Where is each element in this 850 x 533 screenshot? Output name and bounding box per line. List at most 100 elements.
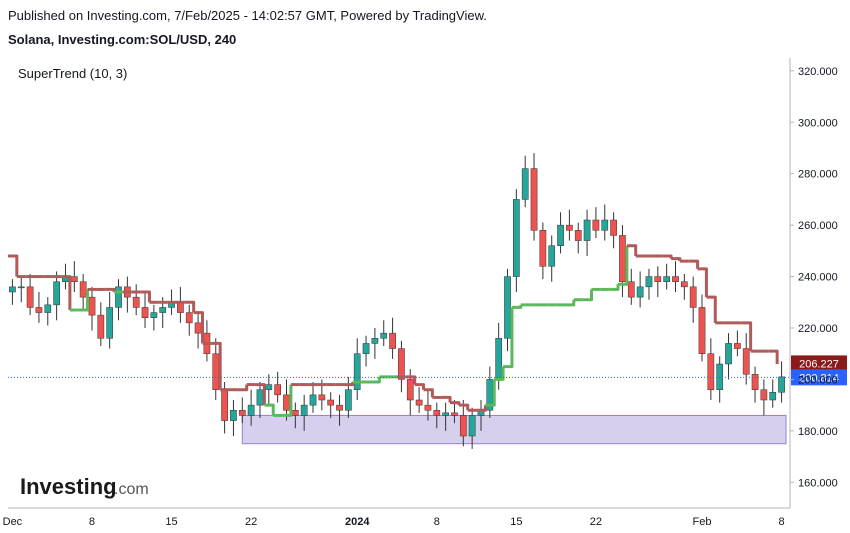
candle-body [566,224,573,231]
supertrend-segment [706,295,717,323]
candle-body [291,410,299,416]
candle-body [539,230,547,267]
y-tick-label: 260.000 [798,220,838,232]
candle-body [362,343,370,354]
candle-body [521,168,529,200]
candle-body [672,276,679,282]
candle-body [336,404,343,411]
supertrend-segment [662,254,673,259]
candle-body [353,353,361,390]
candle-body [707,353,715,390]
candle-body [680,281,688,288]
axes: 160.000 180.000 200.000 220.000 240.000 260.0… [3,66,838,528]
supertrend-segment [450,401,461,406]
candle-body [88,296,96,316]
x-tick-label: 8 [89,516,95,528]
publish-info: Published on Investing.com, 7/Feb/2025 -… [8,8,487,23]
supertrend-segment [282,384,293,417]
candle-body [451,412,458,416]
candle-body [247,404,255,416]
candle-body [689,286,697,308]
candle-body [654,276,662,282]
investing-logo: Investing .com [20,474,149,499]
candle-body [548,245,556,267]
candle-body [468,415,476,437]
supertrend-line [8,244,779,417]
candle-body [495,338,503,380]
indicator-legend[interactable]: SuperTrend (10, 3) [18,66,128,81]
candle-body [663,276,670,282]
candle-body [760,389,768,401]
candle-body [433,410,441,416]
supertrend-segment [494,366,505,381]
candle-body [610,219,617,236]
candle-body [557,224,564,246]
supertrend-segment [184,300,196,313]
x-tick-label: 2024 [345,516,370,528]
resistance-label: 206.227 [799,358,839,370]
supertrend-segment [193,311,204,344]
candle-body [35,307,43,313]
candles [9,153,785,449]
supertrend-segment [105,287,116,292]
supertrend-segment [78,289,90,312]
candle-body [442,412,449,416]
y-tick-label: 220.000 [798,323,838,335]
supertrend-segment [211,341,222,390]
candle-body [106,307,114,339]
candle-body [26,286,34,308]
candle-body [459,415,467,437]
candle-body [742,348,750,375]
candle-body [769,392,777,401]
candle-body [636,286,644,298]
y-tick-label: 240.000 [798,272,838,284]
candle-body [70,276,78,282]
candle-body [424,404,432,411]
supertrend-segment [405,375,417,385]
y-tick-label: 280.000 [798,169,838,181]
y-tick-label: 200.000 [798,374,838,386]
support-zone-rect [241,414,787,445]
candle-body [645,276,653,288]
supertrend-segment [255,383,266,406]
x-tick-label: Feb [693,516,712,528]
supertrend-segment [626,244,638,256]
candle-body [345,389,352,411]
supertrend-segment [423,388,434,398]
candle-body [380,332,388,339]
y-tick-label: 320.000 [798,66,838,78]
supertrend-segment [582,289,593,302]
supertrend-segment [264,403,275,416]
candle-body [530,168,538,231]
supertrend-segment [458,403,470,411]
candle-body [389,332,396,349]
logo-suffix: .com [114,481,149,498]
x-tick-label: 22 [245,516,257,528]
supertrend-segment [476,405,487,412]
candle-body [141,307,149,318]
supertrend-segment [8,254,19,277]
supertrend-segment [370,376,381,384]
candle-body [274,384,281,396]
supertrend-segment [414,383,426,390]
candle-body [778,376,785,393]
y-tick-label: 180.000 [798,426,838,438]
supertrend-segment [237,384,249,392]
candle-body [44,304,52,313]
candle-body [238,410,246,416]
supertrend-segment [503,307,514,369]
candle-body [283,394,290,411]
resistance-label-bg [791,355,847,372]
plot-frame [8,58,791,509]
x-tick-label: 15 [165,516,177,528]
x-tick-label: 15 [510,516,522,528]
supertrend-segment [485,379,496,407]
candle-body [309,394,317,406]
x-tick-label: Dec [3,516,23,528]
candle-body [725,343,732,365]
candle-body [221,389,228,421]
candle-body [583,219,591,241]
candle-body [751,374,759,390]
